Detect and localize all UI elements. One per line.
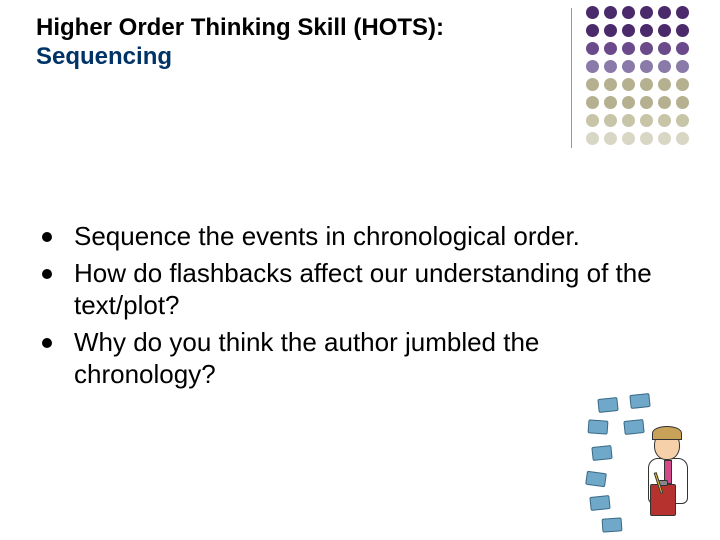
decoration-dot bbox=[586, 114, 599, 127]
decoration-dot bbox=[586, 60, 599, 73]
decoration-dot bbox=[658, 132, 671, 145]
decoration-dot bbox=[640, 114, 653, 127]
decoration-dot bbox=[676, 60, 689, 73]
bullet-text: Sequence the events in chronological ord… bbox=[74, 220, 580, 253]
teacher-clipart bbox=[596, 392, 706, 532]
list-item: Why do you think the author jumbled the … bbox=[42, 326, 660, 391]
title-line-1: Higher Order Thinking Skill (HOTS): bbox=[36, 14, 500, 43]
decoration-dot bbox=[676, 132, 689, 145]
decoration-dot bbox=[676, 96, 689, 109]
decoration-dot bbox=[604, 132, 617, 145]
slide-title: Higher Order Thinking Skill (HOTS): Sequ… bbox=[0, 0, 500, 72]
decoration-dot bbox=[658, 96, 671, 109]
decoration-dot bbox=[604, 6, 617, 19]
decoration-dot bbox=[640, 42, 653, 55]
decoration-dot bbox=[622, 42, 635, 55]
bullet-list: Sequence the events in chronological ord… bbox=[42, 220, 660, 395]
decoration-dot bbox=[622, 114, 635, 127]
decoration-dot bbox=[622, 78, 635, 91]
decoration-dot bbox=[640, 78, 653, 91]
bullet-text: Why do you think the author jumbled the … bbox=[74, 326, 660, 391]
decoration-dot bbox=[604, 96, 617, 109]
decoration-dot bbox=[640, 96, 653, 109]
decoration-dot bbox=[604, 24, 617, 37]
decoration-dot bbox=[658, 24, 671, 37]
decoration-dot bbox=[658, 60, 671, 73]
decoration-dot bbox=[586, 78, 599, 91]
decoration-dot bbox=[604, 60, 617, 73]
bullet-icon bbox=[42, 338, 52, 348]
list-item: How do flashbacks affect our understandi… bbox=[42, 257, 660, 322]
decoration-dot bbox=[658, 114, 671, 127]
title-line-2: Sequencing bbox=[36, 43, 500, 72]
list-item: Sequence the events in chronological ord… bbox=[42, 220, 660, 253]
decoration-dot bbox=[658, 78, 671, 91]
dot-grid-decoration bbox=[586, 6, 692, 148]
decoration-dot bbox=[676, 78, 689, 91]
bullet-text: How do flashbacks affect our understandi… bbox=[74, 257, 660, 322]
decoration-dot bbox=[676, 114, 689, 127]
decoration-dot bbox=[586, 6, 599, 19]
decoration-dot bbox=[604, 78, 617, 91]
decoration-dot bbox=[658, 6, 671, 19]
bullet-icon bbox=[42, 232, 52, 242]
decoration-dot bbox=[622, 60, 635, 73]
decoration-dot bbox=[676, 42, 689, 55]
decoration-dot bbox=[658, 42, 671, 55]
bullet-icon bbox=[42, 269, 52, 279]
decoration-dot bbox=[604, 42, 617, 55]
decoration-dot bbox=[676, 6, 689, 19]
decoration-dot bbox=[586, 96, 599, 109]
decoration-dot bbox=[586, 132, 599, 145]
decoration-dot bbox=[676, 24, 689, 37]
decoration-dot bbox=[622, 96, 635, 109]
decoration-dot bbox=[586, 24, 599, 37]
decoration-dot bbox=[622, 6, 635, 19]
decoration-dot bbox=[640, 132, 653, 145]
decoration-dot bbox=[622, 24, 635, 37]
vertical-divider bbox=[571, 8, 572, 148]
decoration-dot bbox=[604, 114, 617, 127]
decoration-dot bbox=[640, 60, 653, 73]
decoration-dot bbox=[622, 132, 635, 145]
decoration-dot bbox=[586, 42, 599, 55]
decoration-dot bbox=[640, 6, 653, 19]
decoration-dot bbox=[640, 24, 653, 37]
